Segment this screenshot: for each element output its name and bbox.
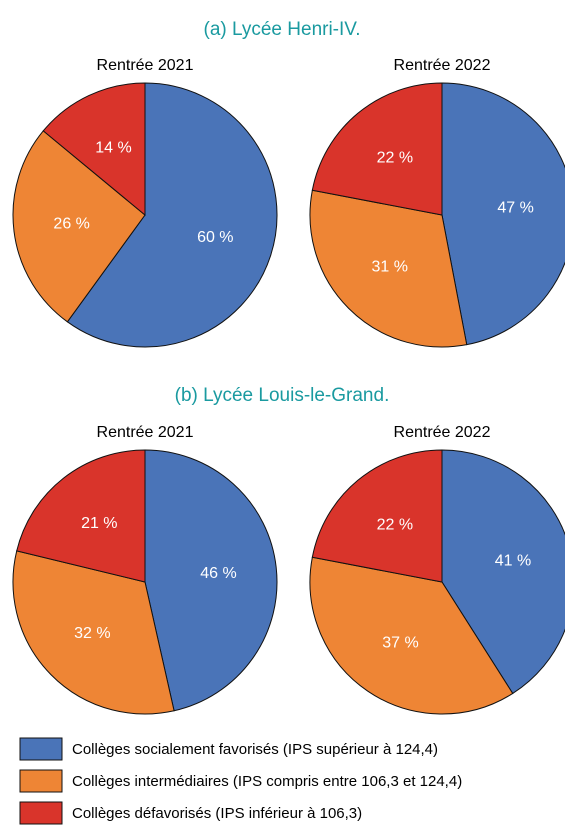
legend-swatch	[19, 801, 63, 825]
pie-title: Rentrée 2022	[394, 57, 491, 74]
subtitle: (a) Lycée Henri-IV.	[204, 19, 361, 40]
legend-swatch	[19, 737, 63, 761]
slice-label: 32 %	[74, 625, 110, 642]
legend-label: Collèges défavorisés (IPS inférieur à 10…	[72, 805, 362, 822]
slice-label: 60 %	[197, 229, 233, 246]
pie-slice	[311, 449, 443, 583]
pie-title: Rentrée 2021	[97, 57, 194, 74]
pie-slice	[441, 449, 565, 695]
pie-slice	[12, 550, 175, 715]
pie-slice	[66, 82, 278, 348]
slice-label: 31 %	[371, 258, 407, 275]
pie-slice	[16, 449, 146, 583]
slice-label: 22 %	[377, 149, 413, 166]
pie-slice	[42, 82, 146, 217]
slice-label: 37 %	[382, 634, 418, 651]
pie-title: Rentrée 2022	[394, 424, 491, 441]
slice-label: 47 %	[497, 199, 533, 216]
subtitle: (b) Lycée Louis-le-Grand.	[175, 385, 390, 406]
slice-label: 26 %	[53, 215, 89, 232]
pie-slice	[309, 189, 468, 348]
legend-label: Collèges socialement favorisés (IPS supé…	[72, 741, 438, 758]
pie-slice	[144, 449, 278, 712]
slice-label: 46 %	[200, 565, 236, 582]
legend-swatch	[19, 769, 63, 793]
legend-label: Collèges intermédiaires (IPS compris ent…	[72, 773, 462, 790]
pie-slice	[311, 82, 443, 216]
pie-slice	[441, 82, 565, 346]
pie-slice	[12, 130, 146, 323]
slice-label: 21 %	[81, 515, 117, 532]
slice-label: 41 %	[495, 553, 531, 570]
pie-title: Rentrée 2021	[97, 424, 194, 441]
slice-label: 22 %	[377, 516, 413, 533]
pie-slice	[309, 556, 514, 715]
slice-label: 14 %	[95, 139, 131, 156]
